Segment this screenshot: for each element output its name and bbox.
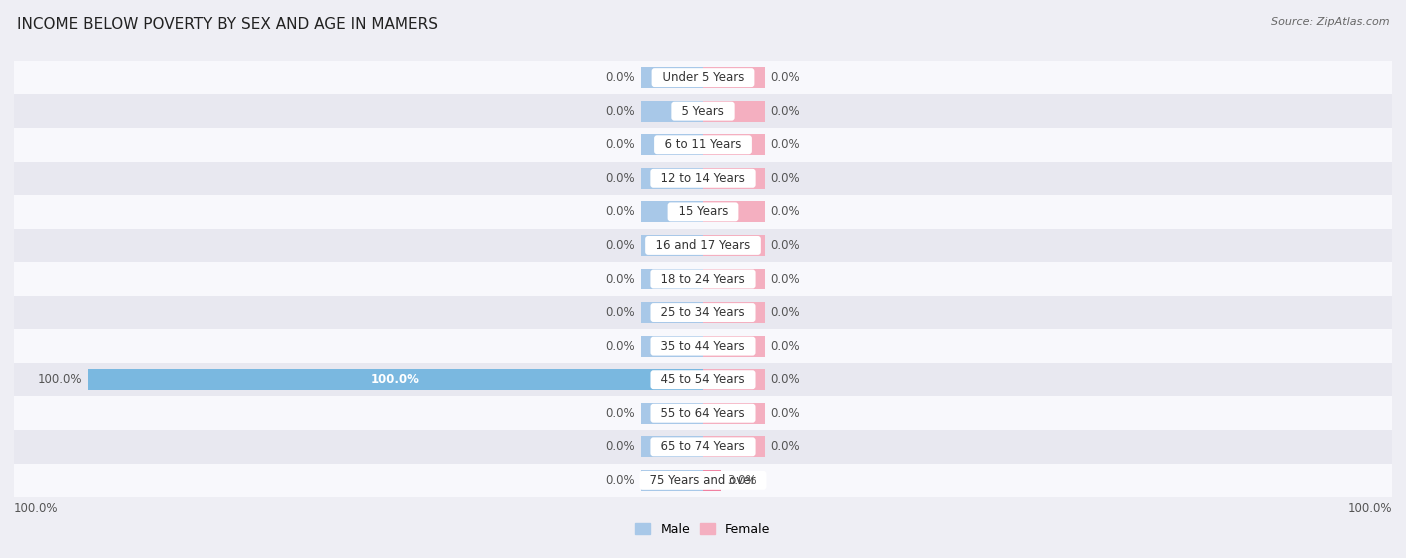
FancyBboxPatch shape	[0, 161, 1406, 195]
Text: Under 5 Years: Under 5 Years	[655, 71, 751, 84]
Bar	[703, 268, 765, 290]
Text: 0.0%: 0.0%	[606, 474, 636, 487]
FancyBboxPatch shape	[0, 195, 1406, 229]
Text: 15 Years: 15 Years	[671, 205, 735, 218]
Bar	[703, 336, 765, 357]
Text: 100.0%: 100.0%	[371, 373, 420, 386]
Text: 0.0%: 0.0%	[770, 440, 800, 453]
Text: 0.0%: 0.0%	[606, 440, 636, 453]
FancyBboxPatch shape	[0, 94, 1406, 128]
FancyBboxPatch shape	[0, 128, 1406, 161]
FancyBboxPatch shape	[0, 262, 1406, 296]
FancyBboxPatch shape	[0, 430, 1406, 464]
Text: 0.0%: 0.0%	[770, 71, 800, 84]
Bar	[641, 134, 703, 155]
Bar	[641, 268, 703, 290]
Text: 5 Years: 5 Years	[675, 105, 731, 118]
Bar	[703, 403, 765, 424]
Text: 65 to 74 Years: 65 to 74 Years	[654, 440, 752, 453]
Text: 0.0%: 0.0%	[770, 373, 800, 386]
Bar	[641, 67, 703, 88]
FancyBboxPatch shape	[0, 229, 1406, 262]
Bar	[703, 302, 765, 323]
Text: 0.0%: 0.0%	[606, 138, 636, 151]
Text: 3.0%: 3.0%	[728, 474, 758, 487]
Text: 0.0%: 0.0%	[606, 407, 636, 420]
Bar	[703, 101, 765, 122]
Text: 12 to 14 Years: 12 to 14 Years	[654, 172, 752, 185]
FancyBboxPatch shape	[0, 397, 1406, 430]
Bar	[703, 436, 765, 457]
Text: 0.0%: 0.0%	[770, 340, 800, 353]
Bar	[703, 235, 765, 256]
Text: 0.0%: 0.0%	[770, 138, 800, 151]
Text: 0.0%: 0.0%	[770, 205, 800, 218]
Text: 45 to 54 Years: 45 to 54 Years	[654, 373, 752, 386]
FancyBboxPatch shape	[0, 61, 1406, 94]
Text: 0.0%: 0.0%	[606, 272, 636, 286]
Text: 0.0%: 0.0%	[770, 172, 800, 185]
Bar	[703, 168, 765, 189]
Text: 0.0%: 0.0%	[770, 272, 800, 286]
Text: 0.0%: 0.0%	[606, 105, 636, 118]
Bar	[641, 470, 703, 491]
Text: 55 to 64 Years: 55 to 64 Years	[654, 407, 752, 420]
Text: 100.0%: 100.0%	[14, 502, 59, 515]
Legend: Male, Female: Male, Female	[630, 518, 776, 541]
Bar	[703, 67, 765, 88]
Bar	[641, 336, 703, 357]
Text: 0.0%: 0.0%	[606, 340, 636, 353]
Text: 0.0%: 0.0%	[606, 239, 636, 252]
Bar	[703, 201, 765, 222]
FancyBboxPatch shape	[0, 464, 1406, 497]
Bar	[641, 101, 703, 122]
Text: 16 and 17 Years: 16 and 17 Years	[648, 239, 758, 252]
Text: 0.0%: 0.0%	[770, 407, 800, 420]
Text: 75 Years and over: 75 Years and over	[643, 474, 763, 487]
Text: 0.0%: 0.0%	[770, 306, 800, 319]
Text: 35 to 44 Years: 35 to 44 Years	[654, 340, 752, 353]
Bar	[641, 168, 703, 189]
Bar	[641, 302, 703, 323]
Text: 100.0%: 100.0%	[1347, 502, 1392, 515]
Text: INCOME BELOW POVERTY BY SEX AND AGE IN MAMERS: INCOME BELOW POVERTY BY SEX AND AGE IN M…	[17, 17, 437, 32]
Bar	[87, 369, 703, 390]
Bar	[703, 470, 721, 491]
Text: 6 to 11 Years: 6 to 11 Years	[657, 138, 749, 151]
FancyBboxPatch shape	[0, 329, 1406, 363]
Text: 0.0%: 0.0%	[606, 172, 636, 185]
Bar	[641, 235, 703, 256]
Bar	[641, 201, 703, 222]
Bar	[703, 369, 765, 390]
Text: 0.0%: 0.0%	[606, 71, 636, 84]
Text: 0.0%: 0.0%	[606, 205, 636, 218]
Bar	[641, 436, 703, 457]
Text: 25 to 34 Years: 25 to 34 Years	[654, 306, 752, 319]
FancyBboxPatch shape	[0, 296, 1406, 329]
Text: 0.0%: 0.0%	[606, 306, 636, 319]
Bar	[703, 134, 765, 155]
Text: 18 to 24 Years: 18 to 24 Years	[654, 272, 752, 286]
FancyBboxPatch shape	[0, 363, 1406, 397]
Text: 0.0%: 0.0%	[770, 105, 800, 118]
Text: Source: ZipAtlas.com: Source: ZipAtlas.com	[1271, 17, 1389, 27]
Text: 100.0%: 100.0%	[37, 373, 82, 386]
Text: 0.0%: 0.0%	[770, 239, 800, 252]
Bar	[641, 403, 703, 424]
